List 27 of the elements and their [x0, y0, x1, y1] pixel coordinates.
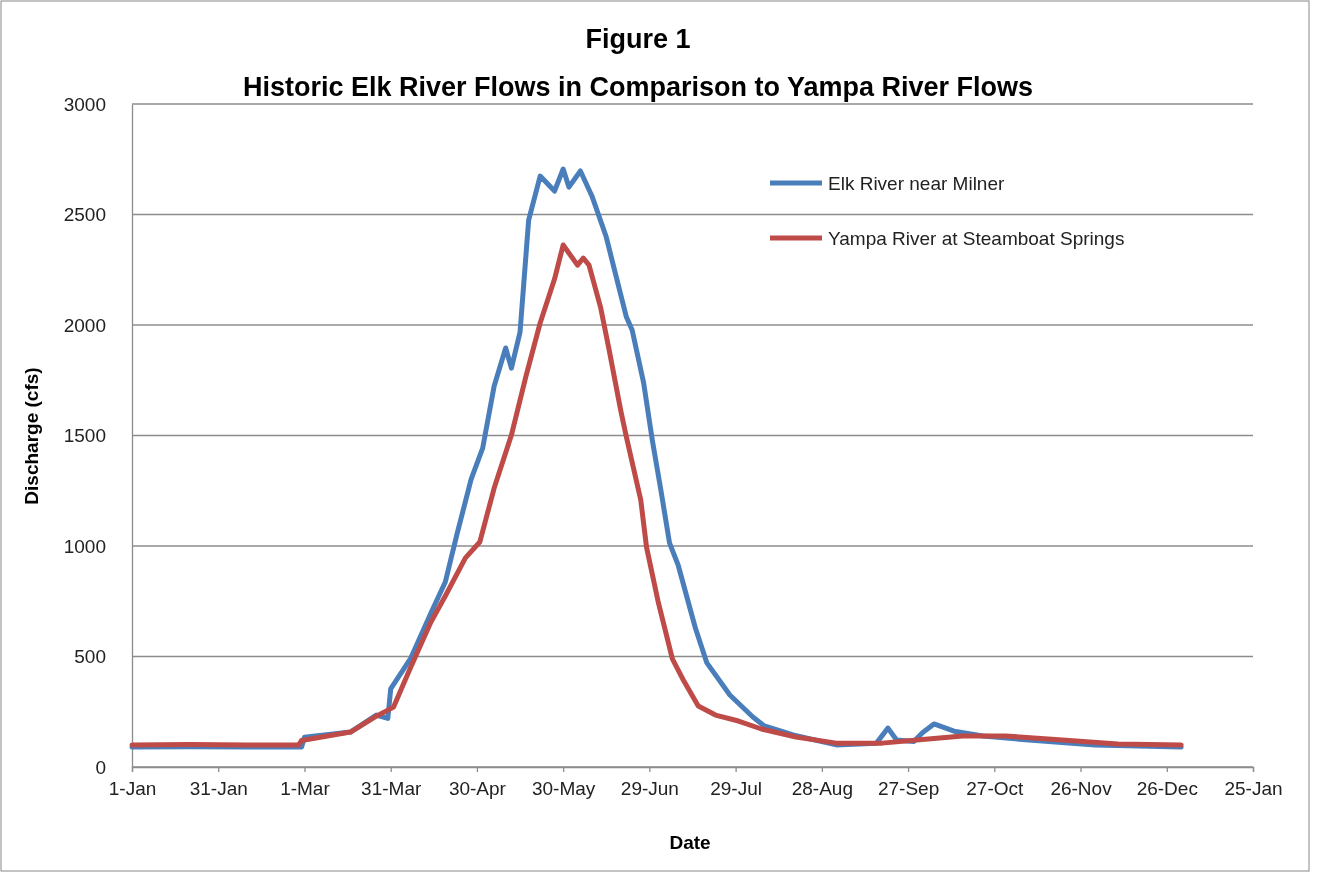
- x-tick-label: 25-Jan: [1224, 778, 1283, 800]
- x-tick-label: 30-Apr: [448, 778, 507, 800]
- legend-label: Elk River near Milner: [828, 173, 1005, 194]
- chart-subtitle: Historic Elk River Flows in Comparison to Yampa River Flows: [242, 72, 1034, 102]
- legend-label: Yampa River at Steamboat Springs: [828, 228, 1125, 249]
- x-tick-label: 31-Mar: [361, 778, 422, 800]
- x-tick-label: 27-Sep: [877, 778, 940, 800]
- y-tick-label: 1000: [63, 535, 106, 557]
- y-tick-label: 0: [95, 756, 106, 778]
- y-tick-label: 2000: [63, 314, 106, 336]
- x-tick-label: 26-Dec: [1136, 778, 1198, 800]
- x-axis-title: Date: [669, 832, 711, 853]
- chart-title: Figure 1: [585, 24, 691, 54]
- y-tick-label: 3000: [63, 93, 106, 115]
- x-tick-label: 26-Nov: [1050, 778, 1113, 800]
- x-tick-label: 29-Jun: [620, 778, 679, 800]
- y-tick-label: 1500: [63, 425, 106, 447]
- x-tick-label: 28-Aug: [791, 778, 853, 800]
- y-tick-label: 2500: [63, 204, 106, 226]
- x-tick-label: 27-Oct: [966, 778, 1025, 800]
- x-tick-label: 31-Jan: [189, 778, 248, 800]
- y-axis-title: Discharge (cfs): [21, 367, 42, 505]
- y-tick-label: 500: [74, 646, 106, 668]
- x-tick-label: 29-Jul: [710, 778, 762, 800]
- x-tick-label: 1-Jan: [108, 778, 157, 800]
- x-tick-label: 30-May: [531, 778, 596, 800]
- x-tick-label: 1-Mar: [280, 778, 331, 800]
